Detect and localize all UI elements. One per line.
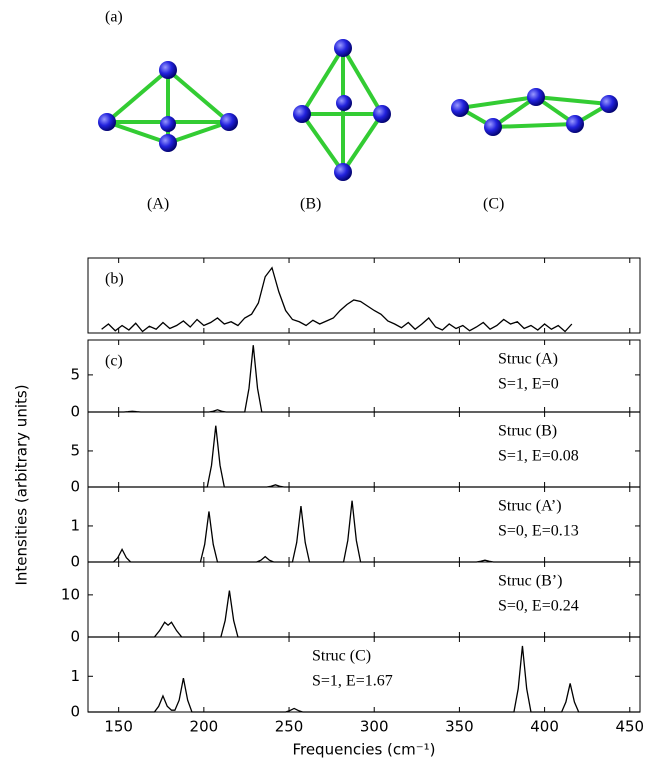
annotation: Struc (B) [498, 423, 557, 440]
y-tick-label: 1 [70, 516, 80, 534]
y-tick-label: 0 [70, 553, 80, 571]
x-tick-label: 200 [190, 718, 219, 736]
y-tick-label: 5 [70, 365, 80, 383]
x-tick-label: 450 [615, 718, 644, 736]
spectrum-line [102, 268, 572, 332]
x-tick-label: 300 [360, 718, 389, 736]
y-tick-label: 0 [70, 628, 80, 646]
y-tick-label: 0 [70, 703, 80, 721]
annotation: S=1, E=1.67 [312, 673, 393, 690]
figure: (a) (A) (B) (C) Frequencies (cm⁻¹) Inten… [0, 0, 657, 769]
annotation: S=0, E=0.13 [498, 523, 579, 540]
annotation: Struc (C) [312, 648, 371, 665]
annotation: S=0, E=0.24 [498, 598, 579, 615]
y-axis-label: Intensities (arbitrary units) [13, 384, 31, 585]
x-tick-label: 150 [104, 718, 133, 736]
panel-label: (c) [105, 353, 123, 370]
x-tick-label: 250 [275, 718, 304, 736]
annotation: Struc (A’) [498, 498, 562, 515]
y-tick-label: 10 [61, 585, 80, 603]
panel-label: (b) [105, 271, 124, 288]
structure-label: (A) [147, 196, 169, 213]
y-tick-label: 0 [70, 403, 80, 421]
annotation: S=1, E=0 [498, 376, 559, 393]
x-tick-label: 350 [445, 718, 474, 736]
structure-a [98, 61, 238, 152]
x-axis-label: Frequencies (cm⁻¹) [292, 741, 435, 759]
annotation: Struc (A) [498, 351, 558, 368]
x-tick-label: 400 [530, 718, 559, 736]
panel-label: (a) [105, 9, 123, 26]
y-tick-label: 5 [70, 441, 80, 459]
structure-label: (C) [483, 196, 504, 213]
structure-label: (B) [300, 196, 321, 213]
y-tick-label: 1 [70, 667, 80, 685]
panel-frame [88, 258, 640, 333]
structure-c [451, 88, 618, 136]
y-tick-label: 0 [70, 478, 80, 496]
annotation: S=1, E=0.08 [498, 448, 579, 465]
structure-b [293, 39, 391, 181]
annotation: Struc (B’) [498, 573, 562, 590]
